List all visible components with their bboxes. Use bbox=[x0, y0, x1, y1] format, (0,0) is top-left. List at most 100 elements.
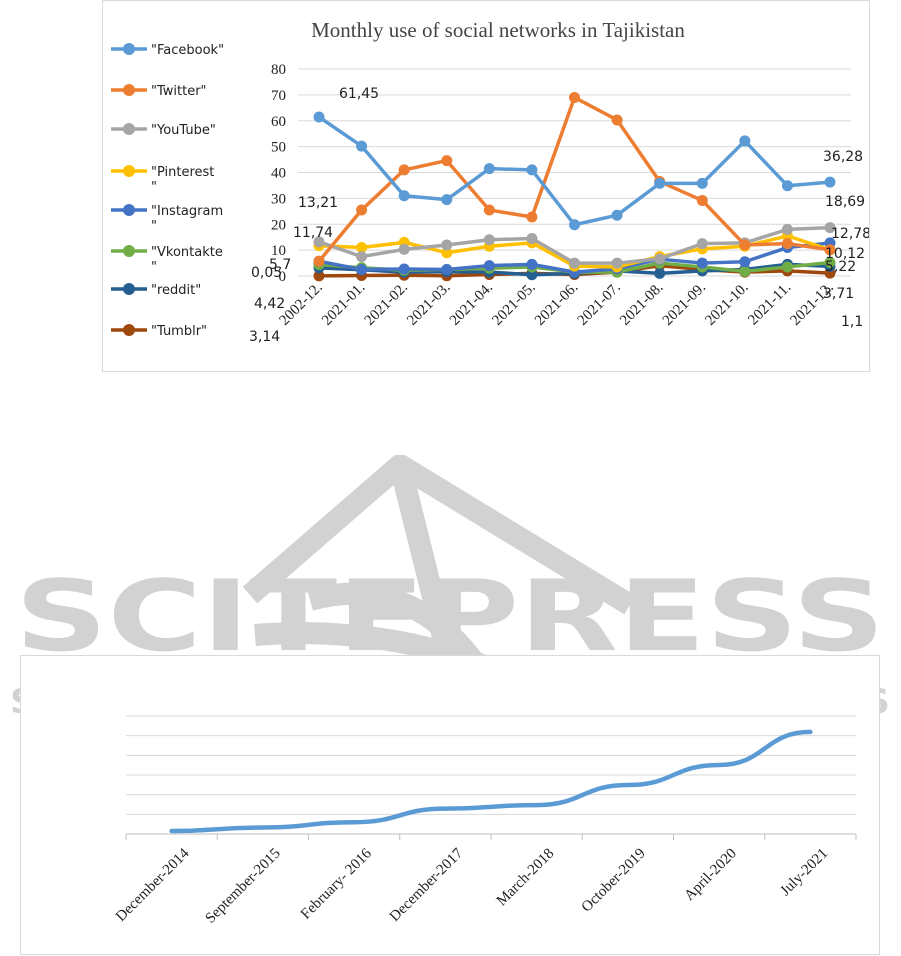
x-tick-label: 2021-02. bbox=[362, 280, 411, 329]
data-point-facebook bbox=[398, 190, 410, 202]
data-point-reddit bbox=[526, 269, 538, 281]
data-point-youtube bbox=[654, 253, 666, 265]
growth-line-chart: December-2014 September-2015 February- 201… bbox=[113, 715, 857, 927]
legend-label: "Tumblr" bbox=[151, 324, 207, 339]
data-point-facebook bbox=[356, 140, 368, 152]
legend-item-pinterest: "Pinterest " bbox=[111, 165, 214, 195]
data-point-twitter bbox=[781, 238, 793, 250]
data-point-facebook bbox=[611, 209, 623, 221]
x-tick-label: February- 2016 bbox=[298, 845, 375, 922]
legend-swatch-marker bbox=[123, 123, 135, 135]
x-tick-label: 2021-10. bbox=[702, 280, 751, 329]
data-point-twitter bbox=[398, 164, 410, 176]
legend-item-youtube: "YouTube" bbox=[111, 123, 216, 138]
data-point-vkontakte bbox=[824, 256, 836, 268]
x-tick-label: September-2015 bbox=[202, 846, 283, 927]
x-tick-label: July-2021 bbox=[777, 846, 831, 900]
data-label: 13,21 bbox=[298, 195, 338, 211]
legend-label: "reddit" bbox=[151, 283, 201, 298]
x-tick-label: April-2020 bbox=[681, 846, 739, 904]
growth-chart-panel: December-2014 September-2015 February- 201… bbox=[20, 655, 880, 955]
data-point-instagram bbox=[696, 257, 708, 269]
data-point-youtube bbox=[398, 243, 410, 255]
legend-label: "Vkontakte " bbox=[151, 245, 223, 275]
legend-swatch-marker bbox=[123, 84, 135, 96]
data-label: 3,71 bbox=[823, 286, 854, 302]
data-point-facebook bbox=[526, 164, 538, 176]
data-label: 36,28 bbox=[823, 149, 863, 165]
x-tick-label: December-2017 bbox=[387, 845, 467, 925]
data-point-vkontakte bbox=[739, 265, 751, 277]
data-point-facebook bbox=[824, 176, 836, 188]
legend-swatch-marker bbox=[123, 43, 135, 55]
data-label: 11,74 bbox=[293, 225, 333, 241]
data-point-twitter bbox=[611, 114, 623, 126]
y-tick-label: 20 bbox=[271, 217, 286, 233]
legend-item-tumblr: "Tumblr" bbox=[111, 324, 207, 339]
social-networks-line-chart: Monthly use of social networks in Tajiki… bbox=[111, 18, 869, 345]
data-point-vkontakte bbox=[781, 261, 793, 273]
data-point-youtube bbox=[526, 232, 538, 244]
legend-swatch-marker bbox=[123, 245, 135, 257]
legend-swatch-marker bbox=[123, 283, 135, 295]
data-label: 18,69 bbox=[825, 194, 865, 210]
data-point-twitter bbox=[569, 91, 580, 103]
x-tick-label: 2021-08. bbox=[617, 280, 666, 329]
y-tick-label: 70 bbox=[271, 88, 286, 104]
x-tick-label: 2021-09. bbox=[660, 280, 709, 329]
x-tick-label: 2021-04. bbox=[447, 280, 496, 329]
legend-label: "Pinterest " bbox=[151, 165, 214, 195]
data-label: 61,45 bbox=[339, 86, 379, 102]
data-point-instagram bbox=[356, 264, 368, 276]
x-tick-label: 2021-03. bbox=[404, 280, 453, 329]
data-point-youtube bbox=[313, 236, 325, 248]
data-point-facebook bbox=[654, 177, 666, 189]
data-point-twitter bbox=[739, 239, 751, 251]
data-point-twitter bbox=[824, 244, 836, 256]
legend-item-instagram: "Instagram " bbox=[111, 204, 223, 234]
data-point-twitter bbox=[441, 155, 453, 167]
data-label: 0,05 bbox=[251, 265, 282, 281]
legend-label: "Instagram " bbox=[151, 204, 223, 234]
data-point-youtube bbox=[356, 251, 368, 263]
data-point-twitter bbox=[696, 194, 708, 206]
data-label: 10,12 bbox=[825, 246, 865, 262]
y-tick-label: 10 bbox=[271, 243, 286, 259]
legend-item-vkontakte: "Vkontakte " bbox=[111, 245, 223, 275]
data-point-facebook bbox=[781, 180, 793, 192]
y-tick-label: 0 bbox=[279, 269, 287, 285]
data-point-facebook bbox=[569, 219, 580, 231]
data-point-twitter bbox=[526, 211, 538, 223]
data-point-youtube bbox=[781, 223, 793, 235]
data-point-twitter bbox=[483, 204, 495, 216]
legend-swatch-marker bbox=[123, 324, 135, 336]
data-label: 1,1 bbox=[841, 314, 863, 330]
legend-label: "YouTube" bbox=[151, 123, 216, 138]
x-tick-label: 2021-11. bbox=[745, 280, 794, 329]
y-tick-label: 80 bbox=[271, 62, 286, 78]
data-label: 5,22 bbox=[825, 259, 856, 275]
y-tick-label: 40 bbox=[271, 166, 286, 182]
data-point-pinterest bbox=[356, 242, 368, 254]
data-point-twitter bbox=[313, 255, 325, 267]
data-point-facebook bbox=[313, 111, 325, 123]
x-tick-label: 2021-01. bbox=[319, 280, 368, 329]
data-point-facebook bbox=[696, 177, 708, 189]
y-tick-label: 50 bbox=[271, 140, 286, 156]
legend-label: "Twitter" bbox=[151, 84, 207, 99]
growth-series-line bbox=[169, 729, 813, 834]
data-point-instagram bbox=[441, 264, 453, 276]
data-point-youtube bbox=[696, 238, 708, 250]
data-label: 12,78 bbox=[831, 226, 869, 242]
x-tick-label: October-2019 bbox=[579, 846, 649, 916]
legend-label: "Facebook" bbox=[151, 43, 224, 58]
data-point-reddit bbox=[654, 267, 666, 279]
data-label: 4,42 bbox=[254, 296, 285, 312]
data-point-instagram bbox=[398, 263, 410, 275]
y-tick-label: 30 bbox=[271, 191, 286, 207]
x-tick-label: March-2018 bbox=[494, 846, 558, 910]
data-point-youtube bbox=[824, 222, 836, 234]
legend-swatch-marker bbox=[123, 165, 135, 177]
legend-item-facebook: "Facebook" bbox=[111, 43, 224, 58]
legend-swatch-marker bbox=[123, 204, 135, 216]
